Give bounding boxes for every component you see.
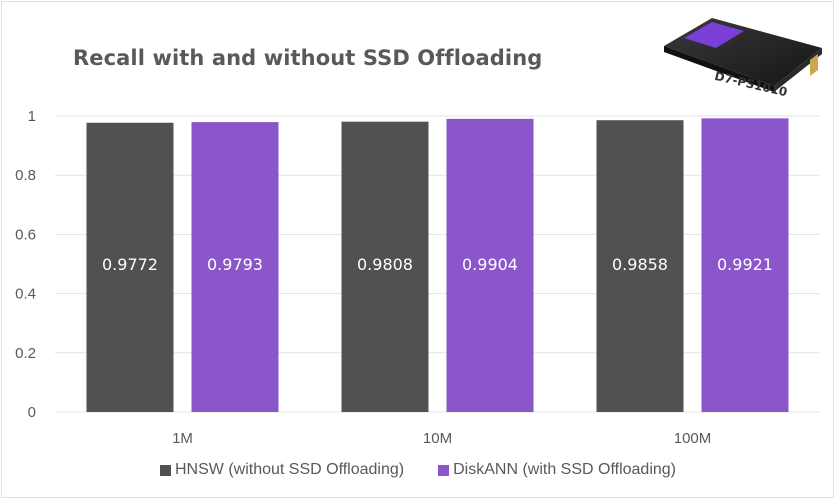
- y-tick-label: 0.2: [15, 345, 36, 362]
- data-label: 0.9904: [462, 255, 518, 274]
- ssd-label-sticker: [684, 22, 744, 48]
- y-tick-label: 0.4: [15, 286, 36, 303]
- data-label: 0.9808: [357, 255, 413, 274]
- y-tick-label: 0: [28, 404, 36, 421]
- legend-label-diskann: DiskANN (with SSD Offloading): [453, 461, 676, 478]
- legend-swatch-diskann: [438, 464, 450, 476]
- legend-label-hnsw: HNSW (without SSD Offloading): [174, 461, 405, 478]
- ssd-drive-image: D7-PS1010: [664, 18, 822, 99]
- legend-swatch-hnsw: [159, 464, 171, 476]
- legend-item-hnsw: HNSW (without SSD Offloading): [159, 461, 405, 479]
- chart-title: Recall with and without SSD Offloading: [73, 46, 543, 70]
- data-label: 0.9772: [102, 255, 158, 274]
- bar: [86, 122, 174, 412]
- y-tick-label: 0.8: [15, 167, 36, 184]
- bar: [596, 120, 684, 413]
- bar: [701, 118, 789, 412]
- y-tick-label: 0.6: [15, 226, 36, 243]
- data-label: 0.9921: [717, 255, 773, 274]
- legend: HNSW (without SSD Offloading) DiskANN (w…: [0, 461, 836, 479]
- data-label: 0.9858: [612, 255, 668, 274]
- bar: [191, 122, 279, 412]
- y-tick-label: 1: [28, 108, 36, 125]
- ssd-edge: [664, 46, 774, 92]
- legend-item-diskann: DiskANN (with SSD Offloading): [438, 461, 676, 479]
- x-category-label: 1M: [172, 430, 193, 447]
- x-category-label: 10M: [423, 430, 452, 447]
- ssd-side: [774, 48, 822, 92]
- bar: [446, 118, 534, 412]
- ssd-connector: [810, 54, 818, 76]
- data-label: 0.9793: [207, 255, 263, 274]
- x-category-label: 100M: [674, 430, 712, 447]
- bar: [341, 121, 429, 412]
